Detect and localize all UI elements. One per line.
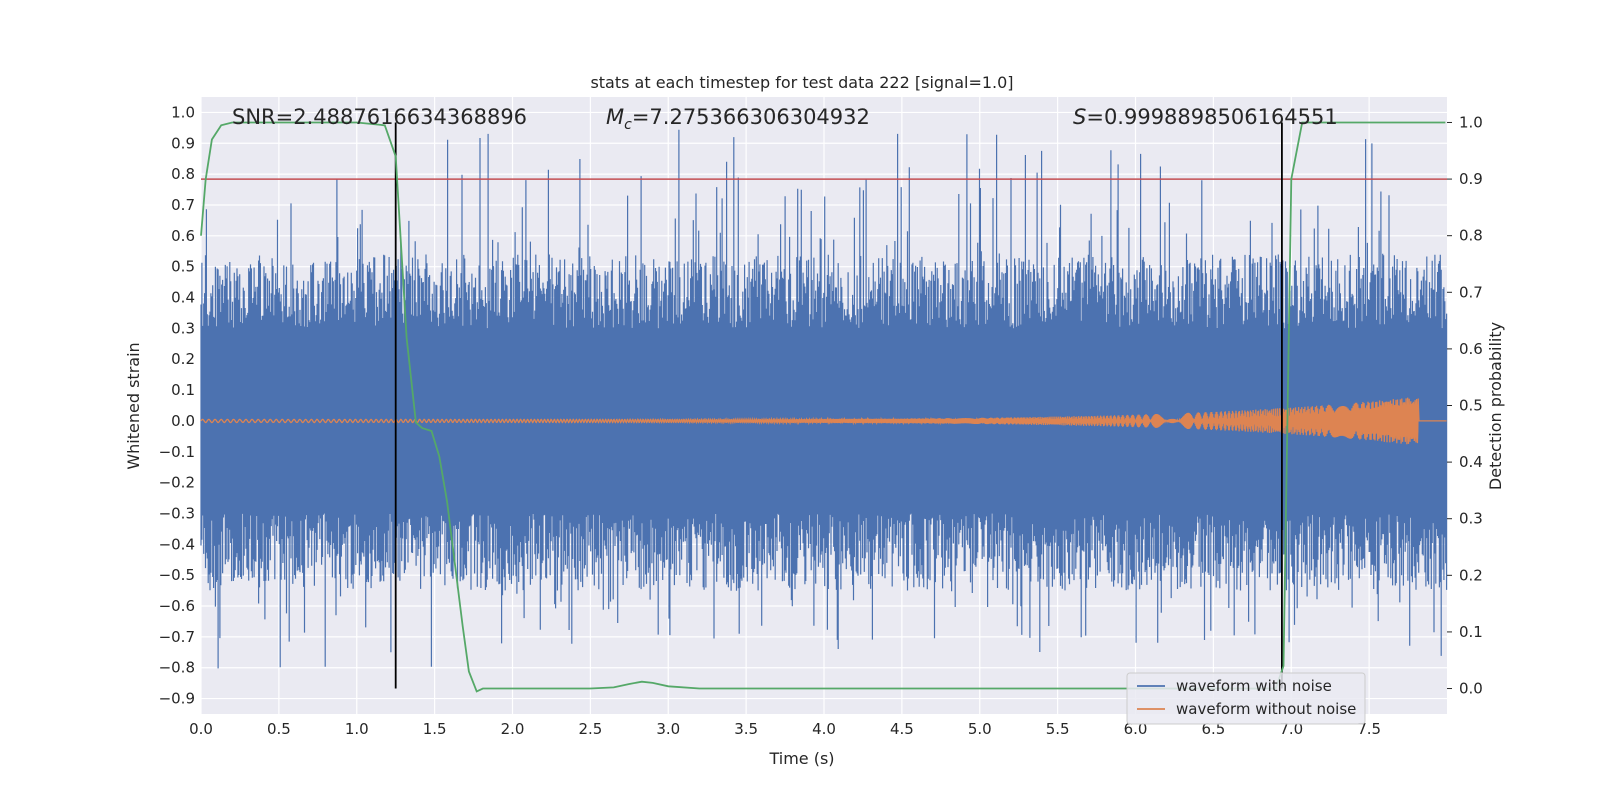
x-tick-label: 4.5 bbox=[890, 720, 914, 738]
chart-title: stats at each timestep for test data 222… bbox=[590, 73, 1013, 92]
y-left-tick-label: 0.2 bbox=[171, 350, 195, 368]
y-right-tick-label: 0.0 bbox=[1459, 680, 1483, 698]
y-right-tick-label: 0.7 bbox=[1459, 283, 1483, 301]
chirp-series bbox=[200, 397, 1447, 445]
legend: waveform with noise waveform without noi… bbox=[1126, 672, 1366, 725]
vertical-lines bbox=[394, 122, 1283, 689]
y-right-tick-label: 0.3 bbox=[1459, 510, 1483, 528]
y-left-tick-label: 0.4 bbox=[171, 289, 195, 307]
y-left-tick-label: −0.8 bbox=[159, 659, 195, 677]
y-left-tick-label: −0.7 bbox=[159, 628, 195, 646]
y-axis-label-left: Whitened strain bbox=[124, 342, 143, 469]
x-tick-label: 3.5 bbox=[734, 720, 758, 738]
x-tick-label: 2.0 bbox=[501, 720, 525, 738]
y-left-tick-label: −0.5 bbox=[159, 566, 195, 584]
y-right-tick-label: 0.2 bbox=[1459, 566, 1483, 584]
y-right-tick-label: 0.8 bbox=[1459, 227, 1483, 245]
x-tick-label: 5.0 bbox=[968, 720, 992, 738]
y-left-tick-label: −0.1 bbox=[159, 443, 195, 461]
y-left-tick-label: 0.1 bbox=[171, 381, 195, 399]
x-tick-label: 2.5 bbox=[578, 720, 602, 738]
x-tick-label: 1.0 bbox=[345, 720, 369, 738]
x-tick-label: 3.0 bbox=[656, 720, 680, 738]
detection-probability-line bbox=[200, 121, 1446, 693]
x-axis-label: Time (s) bbox=[768, 749, 834, 768]
y-left-tick-label: −0.9 bbox=[159, 690, 195, 708]
y-left-tick-label: 0.6 bbox=[171, 227, 195, 245]
y-left-tick-label: 0.0 bbox=[171, 412, 195, 430]
x-tick-label: 0.5 bbox=[267, 720, 291, 738]
y-right-tick-label: 0.1 bbox=[1459, 623, 1483, 641]
x-tick-label: 1.5 bbox=[423, 720, 447, 738]
x-tick-label: 0.0 bbox=[189, 720, 213, 738]
legend-label-noise: waveform with noise bbox=[1176, 677, 1332, 695]
y-right-tick-label: 0.6 bbox=[1459, 340, 1483, 358]
legend-box bbox=[1126, 672, 1366, 725]
y-left-tick-labels: −0.9 −0.8 −0.7 −0.6 −0.5 −0.4 −0.3 −0.2 −0.1 0.0 0… bbox=[159, 103, 195, 707]
significance-annotation: S=0.9998898506164551 bbox=[1073, 105, 1338, 129]
y-left-tick-label: −0.4 bbox=[159, 535, 195, 553]
y-left-tick-label: −0.2 bbox=[159, 474, 195, 492]
y-right-tick-label: 0.5 bbox=[1459, 397, 1483, 415]
x-tick-label: 7.5 bbox=[1357, 720, 1381, 738]
y-right-tick-label: 1.0 bbox=[1459, 113, 1483, 131]
y-left-tick-label: 0.5 bbox=[171, 258, 195, 276]
chirp-mass-annotation: Mc=7.275366306304932 bbox=[606, 105, 870, 133]
y-left-tick-label: 0.3 bbox=[171, 319, 195, 337]
y-right-tick-labels: 0.0 0.1 0.2 0.3 0.4 0.5 0.6 0.7 0.8 0.9 1.0 bbox=[1447, 113, 1483, 698]
y-axis-label-right: Detection probability bbox=[1486, 322, 1505, 490]
y-left-tick-label: 0.8 bbox=[171, 165, 195, 183]
y-right-tick-label: 0.4 bbox=[1459, 453, 1483, 471]
x-tick-label: 4.0 bbox=[812, 720, 836, 738]
legend-label-clean: waveform without noise bbox=[1176, 700, 1356, 718]
x-tick-label: 5.5 bbox=[1046, 720, 1070, 738]
y-left-tick-label: 0.9 bbox=[171, 134, 195, 152]
y-left-tick-label: 0.7 bbox=[171, 196, 195, 214]
y-right-tick-label: 0.9 bbox=[1459, 170, 1483, 188]
y-left-tick-label: −0.6 bbox=[159, 597, 195, 615]
snr-annotation: SNR=2.4887616634368896 bbox=[232, 105, 527, 129]
y-left-tick-label: 1.0 bbox=[171, 103, 195, 121]
y-left-tick-label: −0.3 bbox=[159, 504, 195, 522]
